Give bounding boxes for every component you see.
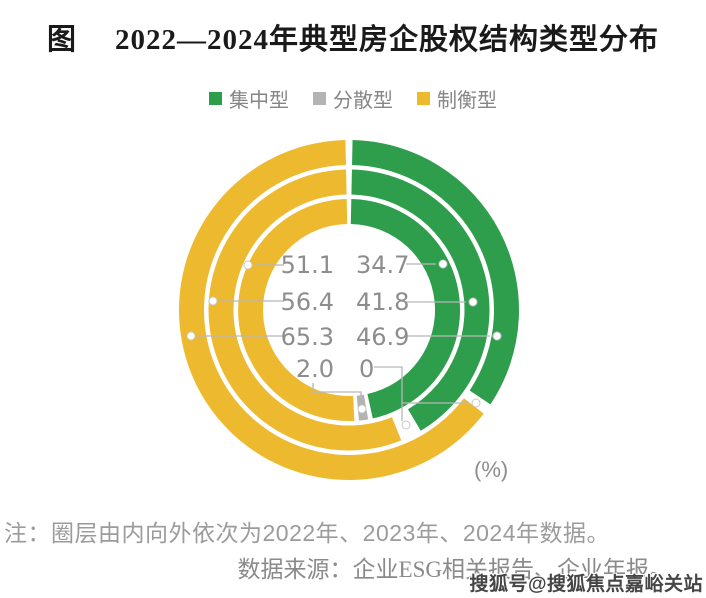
value-balanced-middle: 56.4 [281,288,334,316]
marker-dot-right-outer [492,331,502,341]
legend-label-concentrated: 集中型 [229,90,289,112]
marker-dot-right-inner [438,259,448,269]
marker-dot-middle-divider [401,420,411,430]
legend-item-dispersed: 分散型 [313,84,393,113]
legend-label-dispersed: 分散型 [333,90,393,112]
figure-title-prefix: 图 [46,24,77,56]
value-dispersed-0: 0 [359,355,374,383]
value-concentrated-inner: 34.7 [356,251,409,279]
marker-dot-left-inner [243,260,253,270]
figure-title-text: 2022—2024年典型房企股权结构类型分布 [115,24,660,56]
legend-swatch-concentrated [209,92,222,105]
value-concentrated-outer: 46.9 [356,323,409,351]
leader-lines [198,263,490,421]
ring-segment-outer [352,140,519,405]
marker-dot-right-middle [468,297,478,307]
note-data-source: 数据来源：企业ESG相关报告、企业年报。 [237,557,672,582]
value-labels: 51.1 56.4 65.3 34.7 41.8 46.9 2.0 0 (%) [281,251,509,482]
value-concentrated-middle: 41.8 [356,288,409,316]
value-dispersed-2-0: 2.0 [296,355,334,383]
marker-dot-gray-segment [357,404,367,414]
ring-segment-middle [351,169,490,431]
legend-item-balanced: 制衡型 [417,84,497,113]
donut-rings [178,140,519,481]
figure-title: 图 2022—2024年典型房企股权结构类型分布 [0,16,706,58]
value-balanced-outer: 65.3 [281,323,334,351]
legend-label-balanced: 制衡型 [437,90,497,112]
note-ring-order: 注：圈层由内向外依次为2022年、2023年、2024年数据。 [4,520,610,546]
marker-dots [186,259,502,430]
unit-label: (%) [474,457,508,482]
marker-dot-left-middle [208,296,218,306]
ring-segment-inner [238,199,355,421]
marker-dot-left-outer [186,331,196,341]
ring-segment-middle [208,169,402,451]
legend: 集中型 分散型 制衡型 [0,84,706,113]
legend-item-concentrated: 集中型 [209,84,289,113]
legend-swatch-dispersed [313,92,326,105]
legend-swatch-balanced [417,92,430,105]
watermark-sohu: 搜狐号@搜狐焦点嘉峪关站 [469,574,703,595]
ring-segment-inner [350,199,461,419]
marker-dot-outer-divider [471,398,481,408]
value-balanced-inner: 51.1 [281,251,334,279]
leader-dispersed-2-0 [312,383,362,398]
